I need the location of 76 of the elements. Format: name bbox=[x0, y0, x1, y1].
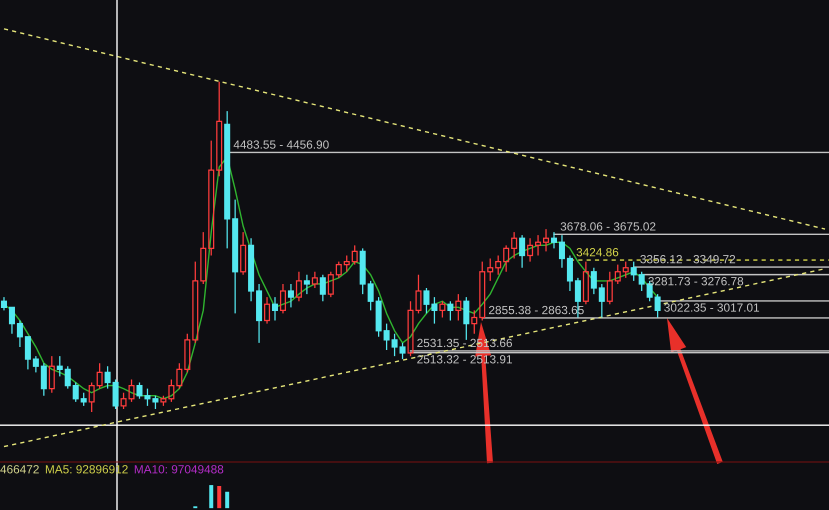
candlestick bbox=[519, 234, 526, 268]
bar bbox=[217, 486, 222, 508]
candlestick bbox=[447, 300, 454, 322]
candlestick bbox=[550, 231, 558, 250]
candlestick bbox=[280, 283, 286, 314]
candlestick bbox=[128, 378, 135, 402]
candlestick bbox=[144, 388, 150, 407]
candlestick bbox=[152, 395, 158, 410]
candlestick bbox=[224, 110, 230, 250]
candlestick bbox=[598, 283, 605, 318]
ref-line-label: 3678.06 - 3675.02 bbox=[560, 222, 656, 231]
candlestick bbox=[431, 296, 438, 324]
candlestick bbox=[112, 378, 119, 410]
candlestick bbox=[455, 293, 462, 322]
candlestick bbox=[392, 333, 398, 357]
candlestick bbox=[176, 362, 182, 390]
text: 466472 bbox=[0, 465, 39, 474]
candlestick bbox=[32, 355, 39, 373]
candlestick bbox=[272, 296, 278, 322]
candlestick bbox=[566, 254, 573, 292]
candlestick bbox=[360, 248, 366, 295]
ref-line-label: 3424.86 bbox=[576, 248, 618, 256]
candlestick bbox=[463, 296, 470, 340]
ref-line-label: 3281.73 - 3276.78 bbox=[648, 277, 744, 286]
candlestick bbox=[384, 322, 390, 351]
bar bbox=[209, 485, 214, 508]
candlestick bbox=[408, 300, 414, 357]
candlestick bbox=[320, 274, 326, 302]
candlestick bbox=[304, 274, 310, 295]
candlestick bbox=[654, 293, 661, 318]
candlestick bbox=[312, 271, 318, 289]
candlestick bbox=[88, 382, 95, 413]
candlestick bbox=[630, 260, 637, 282]
candlestick bbox=[511, 231, 518, 260]
candlestick bbox=[8, 306, 15, 334]
candlestick bbox=[558, 234, 565, 268]
candlestick bbox=[288, 283, 294, 308]
candlestick bbox=[535, 234, 542, 256]
candlestick bbox=[527, 238, 534, 262]
candlestick bbox=[328, 271, 334, 298]
candlestick bbox=[248, 238, 254, 302]
candlestick bbox=[168, 378, 174, 402]
ref-line-label: 3356.12 - 3349.72 bbox=[640, 254, 736, 264]
candlestick bbox=[439, 300, 446, 318]
candlestick bbox=[264, 296, 270, 324]
candlestick bbox=[415, 274, 422, 314]
candlestick bbox=[24, 336, 31, 370]
candlestick bbox=[120, 392, 127, 410]
ref-line-label: 3022.35 - 3017.01 bbox=[664, 303, 760, 312]
candlestick bbox=[296, 271, 302, 302]
candlestick bbox=[48, 355, 55, 394]
candlestick bbox=[240, 231, 246, 276]
candlestick bbox=[423, 287, 430, 314]
candlestick bbox=[368, 280, 374, 311]
candlestick bbox=[136, 382, 143, 400]
bar bbox=[225, 492, 230, 508]
candlestick bbox=[400, 342, 406, 360]
candlestick bbox=[104, 366, 111, 390]
legend-label: MA10: 97049488 bbox=[134, 465, 224, 474]
ref-line-label: 4483.55 - 4456.90 bbox=[234, 140, 329, 149]
candlestick bbox=[376, 296, 382, 338]
candlestick bbox=[543, 228, 550, 252]
candlestick bbox=[184, 333, 190, 373]
candlestick bbox=[96, 362, 103, 390]
candlestick bbox=[582, 260, 589, 305]
candlestick bbox=[503, 244, 510, 272]
candlestick bbox=[638, 271, 645, 292]
candlestick bbox=[495, 254, 502, 276]
candlestick bbox=[16, 320, 23, 348]
candlestick bbox=[80, 392, 87, 407]
candlestick bbox=[0, 296, 7, 311]
candlestick bbox=[256, 283, 262, 344]
candlestick bbox=[160, 395, 166, 407]
candlestick bbox=[232, 198, 238, 314]
candlestick bbox=[40, 362, 47, 396]
candlestick bbox=[590, 267, 597, 295]
